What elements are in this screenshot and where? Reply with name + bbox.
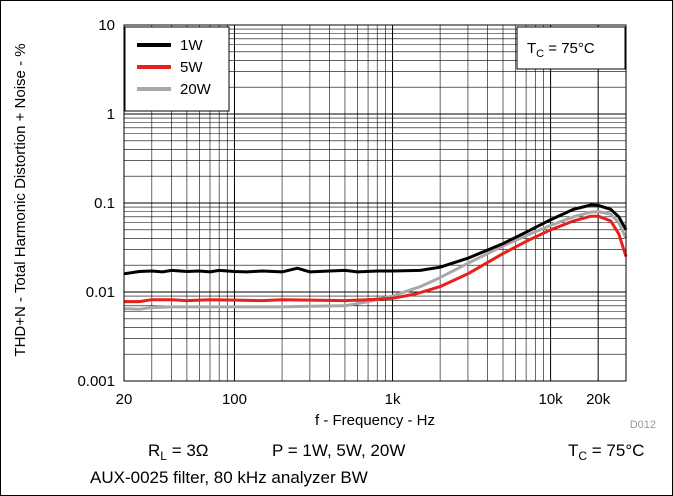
y-tick-label: 0.01 <box>86 284 115 301</box>
legend-label-5W: 5W <box>180 59 203 76</box>
y-tick-label: 0.001 <box>77 373 115 390</box>
power-caption: P = 1W, 5W, 20W <box>272 441 406 460</box>
tc-main: T <box>568 441 579 460</box>
x-tick-label: 10k <box>538 391 563 408</box>
rl-main: R <box>148 441 161 460</box>
tc-box-rest: = 75°C <box>544 40 595 57</box>
legend-label-1W: 1W <box>180 37 203 54</box>
tc-rest: = 75°C <box>587 441 645 460</box>
thd-n-chart: 20 100 1k 10k 20k 0.001 0.01 0.1 1 10 1W 5W 20W TC … <box>12 17 656 430</box>
tc-box-label: TC = 75°C <box>527 40 595 60</box>
x-tick-label: 20k <box>586 391 611 408</box>
tick-labels: 20 100 1k 10k 20k 0.001 0.01 0.1 1 10 <box>77 17 610 408</box>
case-temperature-caption: TC = 75°C <box>568 441 645 463</box>
x-tick-label: 100 <box>222 391 247 408</box>
tc-box-border <box>516 26 626 70</box>
x-axis-label: f - Frequency - Hz <box>315 412 435 429</box>
series-line-20W <box>123 210 628 311</box>
load-resistance-caption: RL = 3Ω <box>148 441 209 463</box>
y-tick-label: 1 <box>107 106 115 123</box>
y-tick-label: 10 <box>98 17 115 34</box>
y-axis-label: THD+N - Total Harmonic Distortion + Nois… <box>12 43 29 356</box>
legend-label-20W: 20W <box>180 81 212 98</box>
plot-border <box>123 24 627 382</box>
y-tick-label: 0.1 <box>94 195 115 212</box>
tc-annotation-box: TC = 75°C <box>516 26 626 70</box>
tc-sub: C <box>578 449 588 463</box>
x-tick-label: 20 <box>116 391 133 408</box>
legend: 1W 5W 20W <box>124 26 230 112</box>
x-tick-label: 1k <box>385 391 401 408</box>
rl-rest: = 3Ω <box>166 441 209 460</box>
tc-box-main: T <box>527 40 536 57</box>
series-line-5W <box>124 214 628 304</box>
series-line-1W <box>123 203 628 276</box>
filter-caption: AUX-0025 filter, 80 kHz analyzer BW <box>90 468 368 487</box>
tc-box-sub: C <box>536 48 544 60</box>
doc-id-label: D012 <box>630 419 656 430</box>
rl-sub: L <box>160 449 167 463</box>
series-layer <box>123 203 628 311</box>
